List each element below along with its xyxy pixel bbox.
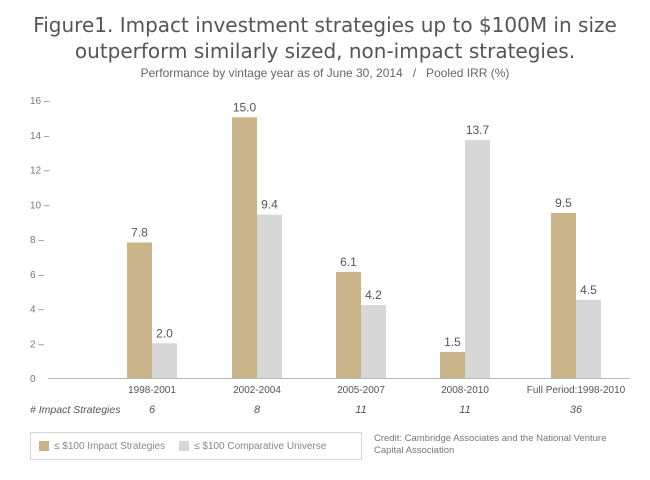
y-tick-label: 4 – bbox=[30, 305, 44, 316]
chart-title-line1: Figure1. Impact investment strategies up… bbox=[33, 13, 617, 37]
x-tick-label: 2005-2007 bbox=[337, 385, 385, 396]
y-tick-label: 0 bbox=[30, 374, 36, 385]
bar-comparative bbox=[465, 139, 490, 378]
chart-title: Figure1. Impact investment strategies up… bbox=[0, 12, 650, 64]
bar-comparative bbox=[257, 214, 282, 378]
bar-data-label: 9.4 bbox=[261, 198, 278, 212]
x-tick-label: 2008-2010 bbox=[441, 385, 489, 396]
y-tick-label: 10 – bbox=[30, 200, 50, 211]
legend-label-comparative: ≤ $100 Comparative Universe bbox=[194, 440, 327, 452]
y-tick-label: 2 – bbox=[30, 339, 44, 350]
x-tick-label: 1998-2001 bbox=[128, 385, 176, 396]
bar-impact bbox=[127, 242, 152, 378]
bar-data-label: 13.7 bbox=[466, 123, 490, 137]
bar-data-label: 15.0 bbox=[233, 100, 257, 114]
y-tick-label: 12 – bbox=[30, 166, 50, 177]
y-tick-label: 6 – bbox=[30, 270, 44, 281]
bar-data-label: 4.5 bbox=[580, 283, 597, 297]
bar-chart: 0 2 – 4 – 6 – 8 – 10 – 12 – 14 – 16 – 7.8 2.0 1998-… bbox=[30, 96, 630, 416]
bar-data-label: 2.0 bbox=[156, 326, 173, 340]
impact-strategies-row-label: # Impact Strategies bbox=[30, 404, 121, 416]
chart-title-line2: outperform similarly sized, non-impact s… bbox=[74, 39, 576, 63]
bar-data-label: 7.8 bbox=[131, 225, 148, 239]
impact-strategies-count: 11 bbox=[355, 404, 366, 416]
legend-swatch-comparative bbox=[179, 441, 190, 451]
legend-swatch-impact bbox=[39, 441, 49, 451]
legend-label-impact: ≤ $100 Impact Strategies bbox=[54, 440, 166, 452]
y-tick-label: 16 – bbox=[30, 96, 50, 107]
chart-subtitle: Performance by vintage year as of June 3… bbox=[140, 66, 510, 80]
impact-strategies-count: 36 bbox=[570, 404, 583, 416]
impact-strategies-count: 11 bbox=[459, 404, 470, 416]
impact-strategies-count: 6 bbox=[149, 404, 156, 416]
bar-comparative bbox=[152, 343, 177, 378]
bar-data-label: 9.5 bbox=[555, 196, 572, 210]
y-tick-label: 8 – bbox=[30, 235, 44, 246]
y-tick-label: 14 – bbox=[30, 131, 50, 142]
chart-legend: ≤ $100 Impact Strategies ≤ $100 Comparat… bbox=[30, 432, 362, 460]
x-tick-label: Full Period:1998-2010 bbox=[527, 385, 626, 396]
impact-strategies-count: 8 bbox=[254, 404, 261, 416]
bar-comparative bbox=[361, 305, 386, 378]
bar-impact bbox=[336, 272, 361, 378]
bar-data-label: 4.2 bbox=[365, 288, 382, 302]
bar-impact bbox=[232, 117, 257, 378]
bar-data-label: 6.1 bbox=[340, 255, 357, 269]
source-credit: Credit: Cambridge Associates and the Nat… bbox=[374, 433, 607, 456]
legend-item-impact: ≤ $100 Impact Strategies bbox=[39, 441, 165, 452]
bar-comparative bbox=[576, 299, 601, 378]
bar-impact bbox=[440, 351, 465, 378]
x-tick-label: 2002-2004 bbox=[233, 385, 281, 396]
bar-impact bbox=[551, 212, 576, 378]
bar-data-label: 1.5 bbox=[444, 335, 461, 349]
legend-item-comparative: ≤ $100 Comparative Universe bbox=[179, 441, 326, 452]
